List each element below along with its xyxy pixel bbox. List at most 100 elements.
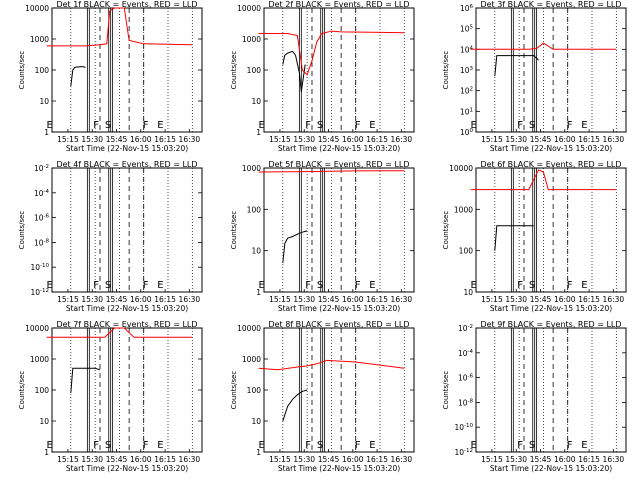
x-tick-label: 16:30	[179, 455, 201, 464]
x-tick-label: 15:30	[505, 135, 527, 144]
y-tick-label: 1000	[242, 164, 261, 173]
x-axis-label: Start Time (22-Nov-15 15:03:20)	[490, 464, 612, 473]
event-mark: F	[305, 440, 311, 451]
event-mark: F	[93, 120, 99, 131]
y-tick-label: 1000	[242, 355, 261, 364]
y-tick-label: 10-8	[458, 398, 474, 407]
plot-frame	[51, 167, 203, 293]
y-tick-label: 10-12	[454, 448, 473, 457]
y-tick-label: 10-2	[458, 324, 473, 333]
event-mark: E	[369, 440, 375, 451]
chart-title: Det 2f BLACK = Events, RED = LLD	[268, 0, 409, 9]
chart-title: Det 1f BLACK = Events, RED = LLD	[56, 0, 197, 9]
y-tick-label: 101	[460, 107, 473, 116]
x-tick-label: 16:00	[130, 135, 152, 144]
plot-frame	[263, 327, 415, 453]
x-tick-label: 15:30	[293, 455, 315, 464]
event-mark: E	[471, 280, 477, 291]
y-axis-label: Counts/sec	[18, 211, 26, 250]
event-mark: E	[581, 440, 587, 451]
series-line-lld	[46, 327, 193, 338]
x-tick-label: 15:30	[293, 135, 315, 144]
y-tick-label: 103	[460, 66, 474, 75]
x-tick-label: 16:00	[342, 135, 364, 144]
series-line-events	[494, 55, 539, 77]
y-tick-label: 10000	[237, 4, 261, 13]
chart-title: Det 6f BLACK = Events, RED = LLD	[480, 160, 621, 169]
y-axis-label: Counts/sec	[442, 371, 450, 410]
x-tick-label: 15:45	[318, 455, 340, 464]
series-line-events	[282, 230, 308, 264]
x-axis-label: Start Time (22-Nov-15 15:03:20)	[490, 144, 612, 153]
event-mark: S	[317, 280, 323, 291]
chart-panel-2: Det 2f BLACK = Events, RED = LLD 1 10 100 10…	[230, 0, 415, 153]
y-tick-label: 10-6	[34, 214, 50, 223]
x-tick-label: 16:00	[554, 295, 576, 304]
y-tick-label: 100	[247, 386, 262, 395]
y-tick-label: 10-10	[454, 423, 473, 432]
x-tick-label: 15:15	[269, 455, 291, 464]
chart-panel-5: Det 5f BLACK = Events, RED = LLD 1 10 100 10…	[230, 160, 415, 313]
y-tick-label: 100	[460, 128, 474, 137]
event-mark: E	[369, 280, 375, 291]
plot-frame	[475, 327, 627, 453]
event-mark: F	[355, 280, 361, 291]
event-mark: S	[105, 120, 111, 131]
event-mark: F	[517, 280, 523, 291]
y-tick-label: 105	[460, 25, 474, 34]
x-tick-label: 16:15	[366, 135, 388, 144]
event-mark: E	[259, 120, 265, 131]
y-tick-label: 1	[256, 128, 261, 137]
y-tick-label: 104	[460, 45, 474, 54]
plot-frame	[263, 167, 415, 293]
chart-title: Det 9f BLACK = Events, RED = LLD	[480, 320, 621, 329]
x-tick-label: 15:15	[481, 295, 503, 304]
x-tick-label: 15:15	[269, 295, 291, 304]
chart-panel-7: Det 7f BLACK = Events, RED = LLD 1 10 100 10…	[18, 320, 203, 473]
x-tick-label: 16:15	[154, 455, 176, 464]
event-mark: E	[47, 440, 53, 451]
series-line-events	[70, 65, 86, 87]
chart-title: Det 7f BLACK = Events, RED = LLD	[56, 320, 197, 329]
y-tick-label: 106	[460, 4, 474, 13]
chart-panel-9: Det 9f BLACK = Events, RED = LLD 10-12 10-…	[442, 320, 627, 473]
x-tick-label: 16:30	[179, 135, 201, 144]
event-mark: F	[305, 120, 311, 131]
y-tick-label: 1	[44, 128, 49, 137]
y-axis-label: Counts/sec	[442, 211, 450, 250]
event-mark: F	[143, 120, 149, 131]
y-axis-label: Counts/sec	[18, 371, 26, 410]
x-tick-label: 15:15	[57, 295, 79, 304]
series-line-lld	[470, 169, 617, 191]
y-tick-label: 10	[463, 288, 473, 297]
x-tick-label: 15:45	[318, 135, 340, 144]
event-mark: E	[259, 280, 265, 291]
event-mark: E	[581, 280, 587, 291]
y-tick-label: 10-2	[34, 164, 49, 173]
chart-panel-4: Det 4f BLACK = Events, RED = LLD 10-12 10-…	[18, 160, 203, 313]
event-mark: S	[529, 120, 535, 131]
x-axis-label: Start Time (22-Nov-15 15:03:20)	[490, 304, 612, 313]
x-tick-label: 16:00	[130, 295, 152, 304]
y-tick-label: 102	[460, 87, 473, 96]
x-tick-label: 15:30	[505, 455, 527, 464]
event-mark: F	[567, 440, 573, 451]
event-mark: E	[369, 120, 375, 131]
chart-panel-1: Det 1f BLACK = Events, RED = LLD 1 10 100 10…	[18, 0, 203, 153]
x-tick-label: 15:30	[81, 455, 103, 464]
event-mark: E	[157, 280, 163, 291]
y-tick-label: 1000	[454, 205, 473, 214]
series-line-lld	[258, 30, 405, 76]
y-tick-label: 10-8	[34, 238, 50, 247]
chart-title: Det 3f BLACK = Events, RED = LLD	[480, 0, 621, 9]
event-mark: E	[157, 440, 163, 451]
x-tick-label: 15:30	[81, 295, 103, 304]
y-tick-label: 10-6	[458, 374, 474, 383]
series-line-lld	[46, 7, 193, 47]
event-mark: F	[143, 440, 149, 451]
event-mark: F	[517, 120, 523, 131]
x-tick-label: 15:45	[106, 135, 128, 144]
chart-panel-3: Det 3f BLACK = Events, RED = LLD 100 101 10…	[442, 0, 627, 153]
x-tick-label: 16:30	[391, 455, 413, 464]
y-tick-label: 10	[39, 417, 49, 426]
